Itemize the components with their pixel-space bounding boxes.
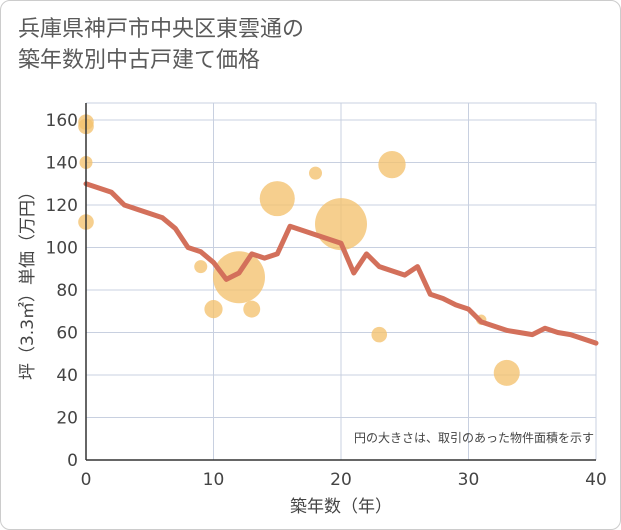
data-bubble [493,359,520,386]
data-bubble [194,260,208,274]
bubble-size-note: 円の大きさは、取引のあった物件面積を示す [354,430,594,445]
x-tick-label: 20 [330,470,352,490]
x-axis-label: 築年数（年） [290,497,392,517]
data-bubble [213,251,265,304]
data-bubble [259,181,295,217]
bubble-layer [78,114,520,386]
data-bubble [309,166,322,180]
y-tick-label: 100 [46,239,78,259]
y-tick-label: 160 [46,111,78,131]
data-bubble [371,326,388,343]
x-tick-label: 30 [458,470,480,490]
x-tick-label: 40 [585,470,607,490]
y-tick-label: 60 [56,324,78,344]
axes [85,103,596,461]
chart-title-line1: 兵庫県神戸市中央区東雲通の [18,17,305,42]
data-bubble [243,300,261,318]
line-layer [83,181,599,346]
y-tick-label: 80 [56,281,78,301]
y-tick-label: 120 [46,196,78,216]
x-tick-label: 10 [203,470,225,490]
data-bubble [204,300,223,319]
data-bubble [378,150,406,179]
y-tick-label: 40 [56,366,78,386]
price-trend-line [83,181,599,346]
chart-title-line2: 築年数別中古戸建て価格 [18,47,261,73]
x-tick-label: 0 [81,470,92,490]
y-axis-label: 坪（3.3㎡）単価（万円） [18,183,38,380]
y-tick-label: 20 [56,409,78,429]
x-tick-labels: 0 10 20 30 40 [81,470,607,490]
y-tick-label: 0 [67,451,78,471]
chart-title: 兵庫県神戸市中央区東雲通の 築年数別中古戸建て価格 [18,15,304,77]
y-tick-label: 140 [46,154,78,174]
y-tick-labels: 0 20 40 60 80 100 120 140 160 [46,111,78,471]
